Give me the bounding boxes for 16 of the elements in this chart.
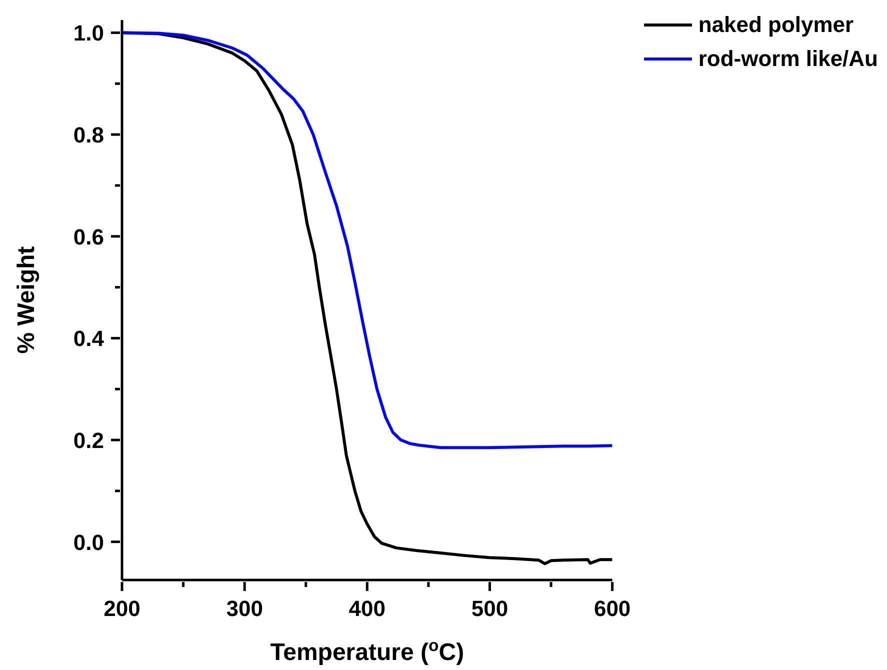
y-tick-label: 1.0: [73, 20, 104, 46]
y-tick-label: 0.4: [73, 326, 105, 352]
legend-label: rod-worm like/Au: [698, 46, 878, 72]
y-tick-label: 0.0: [73, 530, 104, 555]
y-axis-title: % Weight: [13, 246, 40, 354]
x-tick-label: 500: [471, 596, 508, 621]
x-axis-title: Temperature ($^{o}$C): [270, 636, 464, 666]
y-tick-label: 0.8: [73, 122, 104, 148]
line-series: [122, 31, 612, 450]
y-tick-label: 0.2: [73, 428, 104, 453]
x-tick-label: 300: [226, 596, 263, 621]
x-tick-label: 400: [348, 596, 386, 621]
x-tick-label: 600: [594, 596, 631, 621]
y-tick-label: 0.6: [73, 224, 104, 250]
x-tick-label: 200: [104, 596, 140, 621]
legend-label: naked polymer: [698, 12, 854, 38]
